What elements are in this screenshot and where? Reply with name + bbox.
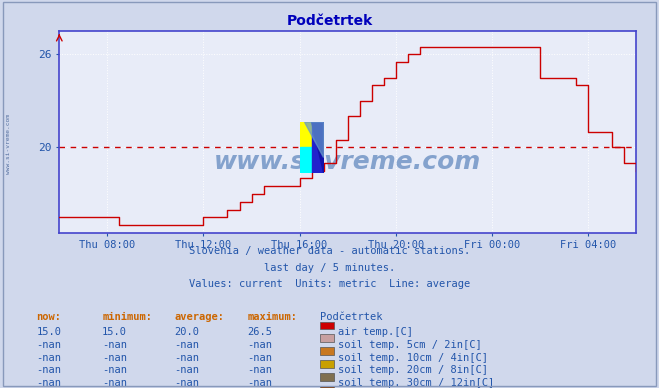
Text: -nan: -nan: [36, 365, 61, 376]
Polygon shape: [300, 147, 312, 173]
Polygon shape: [304, 122, 324, 158]
Text: -nan: -nan: [175, 365, 200, 376]
Text: 15.0: 15.0: [36, 327, 61, 337]
Text: -nan: -nan: [36, 378, 61, 388]
Text: -nan: -nan: [175, 340, 200, 350]
Text: -nan: -nan: [102, 340, 127, 350]
Polygon shape: [312, 122, 324, 173]
Text: www.si-vreme.com: www.si-vreme.com: [214, 150, 481, 174]
Text: -nan: -nan: [102, 353, 127, 363]
Text: air temp.[C]: air temp.[C]: [338, 327, 413, 337]
Text: now:: now:: [36, 312, 61, 322]
Text: -nan: -nan: [247, 340, 272, 350]
Text: average:: average:: [175, 312, 225, 322]
Text: -nan: -nan: [247, 378, 272, 388]
Polygon shape: [300, 122, 312, 147]
Text: -nan: -nan: [102, 365, 127, 376]
Text: -nan: -nan: [175, 353, 200, 363]
Text: last day / 5 minutes.: last day / 5 minutes.: [264, 263, 395, 273]
Text: -nan: -nan: [247, 365, 272, 376]
Text: soil temp. 30cm / 12in[C]: soil temp. 30cm / 12in[C]: [338, 378, 494, 388]
Text: -nan: -nan: [175, 378, 200, 388]
Text: Podčetrtek: Podčetrtek: [287, 14, 372, 28]
Text: maximum:: maximum:: [247, 312, 297, 322]
Text: 15.0: 15.0: [102, 327, 127, 337]
Text: minimum:: minimum:: [102, 312, 152, 322]
Text: soil temp. 10cm / 4in[C]: soil temp. 10cm / 4in[C]: [338, 353, 488, 363]
Text: Podčetrtek: Podčetrtek: [320, 312, 382, 322]
Text: -nan: -nan: [36, 353, 61, 363]
Text: Values: current  Units: metric  Line: average: Values: current Units: metric Line: aver…: [189, 279, 470, 289]
Text: 20.0: 20.0: [175, 327, 200, 337]
Text: 26.5: 26.5: [247, 327, 272, 337]
Text: www.si-vreme.com: www.si-vreme.com: [6, 114, 11, 173]
Text: Slovenia / weather data - automatic stations.: Slovenia / weather data - automatic stat…: [189, 246, 470, 256]
Text: soil temp. 20cm / 8in[C]: soil temp. 20cm / 8in[C]: [338, 365, 488, 376]
Text: soil temp. 5cm / 2in[C]: soil temp. 5cm / 2in[C]: [338, 340, 482, 350]
Text: -nan: -nan: [247, 353, 272, 363]
Text: -nan: -nan: [102, 378, 127, 388]
Text: -nan: -nan: [36, 340, 61, 350]
Polygon shape: [312, 122, 324, 173]
